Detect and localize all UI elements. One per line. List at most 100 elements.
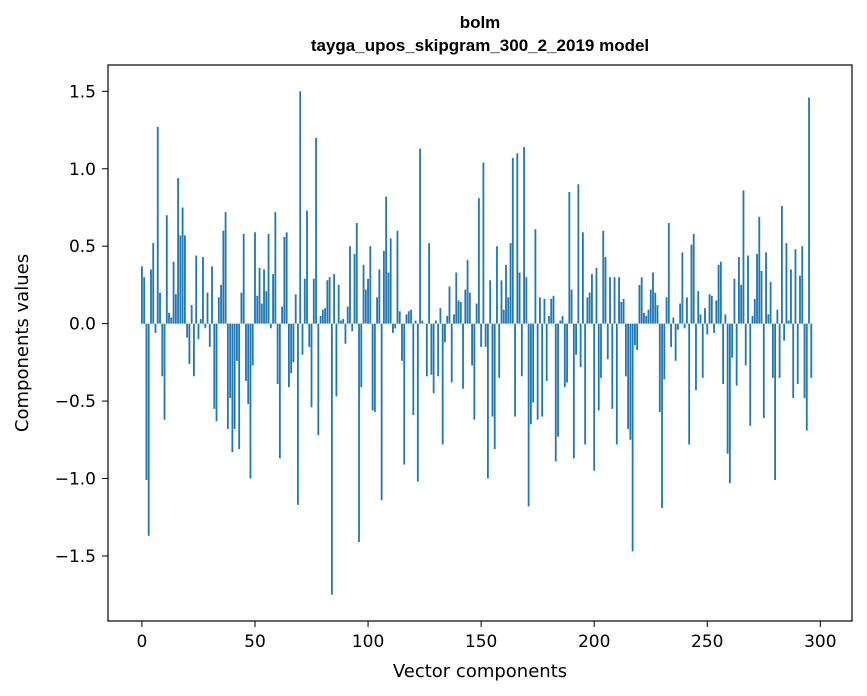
bar-75 [310, 323, 313, 408]
bar-66 [290, 323, 293, 374]
bar-261 [731, 323, 734, 358]
bar-147 [473, 323, 476, 420]
bar-182 [552, 295, 555, 324]
bar-23 [193, 323, 195, 377]
bar-216 [629, 323, 632, 440]
bar-18 [181, 207, 184, 324]
bar-33 [215, 323, 218, 422]
bar-42 [236, 323, 238, 361]
bar-238 [679, 303, 682, 324]
bar-22 [190, 305, 193, 324]
y-tick-label: 0.0 [69, 315, 96, 335]
bar-115 [401, 323, 403, 361]
bar-14 [172, 261, 175, 324]
bar-296 [810, 323, 813, 378]
bar-99 [364, 289, 367, 324]
bar-264 [738, 257, 740, 324]
bar-30 [208, 323, 211, 347]
bar-204 [602, 230, 605, 324]
bar-39 [229, 323, 232, 398]
bar-215 [627, 323, 630, 429]
bar-123 [419, 148, 421, 324]
bar-196 [584, 323, 587, 445]
bar-224 [647, 309, 650, 324]
bar-167 [518, 272, 521, 324]
bar-72 [303, 278, 306, 324]
bar-198 [588, 292, 591, 324]
bar-102 [371, 323, 374, 411]
bar-195 [581, 232, 584, 324]
bar-228 [656, 305, 659, 324]
bar-243 [690, 244, 693, 324]
bar-26 [199, 318, 202, 324]
bar-53 [260, 303, 263, 324]
bar-159 [500, 280, 503, 324]
bar-257 [722, 323, 725, 385]
bar-12 [168, 312, 170, 324]
bar-97 [360, 323, 363, 388]
bar-188 [566, 323, 568, 383]
bar-218 [634, 323, 636, 346]
bar-174 [534, 229, 537, 324]
bar-152 [484, 323, 487, 347]
bar-64 [285, 232, 288, 324]
y-tick-label: −1.5 [55, 547, 96, 567]
bar-120 [412, 323, 415, 416]
bar-220 [638, 284, 641, 324]
bar-68 [294, 294, 297, 324]
bar-219 [636, 323, 639, 350]
bar-197 [586, 297, 589, 324]
bar-122 [416, 323, 419, 482]
bar-211 [618, 277, 620, 324]
bar-177 [541, 323, 544, 417]
bar-221 [640, 277, 643, 324]
bar-146 [471, 323, 473, 366]
bar-281 [776, 309, 779, 324]
bar-62 [281, 306, 284, 324]
bar-37 [224, 212, 227, 324]
bar-253 [713, 323, 715, 333]
bar-36 [222, 230, 225, 324]
bar-2 [145, 323, 148, 481]
bar-156 [493, 323, 496, 450]
bar-7 [156, 126, 159, 324]
bar-127 [428, 243, 431, 324]
bar-259 [726, 323, 729, 454]
bar-60 [276, 323, 279, 385]
bar-112 [394, 323, 397, 329]
bar-165 [514, 323, 516, 417]
bar-184 [557, 323, 559, 437]
bar-134 [444, 323, 446, 343]
bar-239 [681, 252, 684, 324]
bar-81 [324, 308, 326, 324]
bar-200 [593, 323, 596, 471]
bar-293 [803, 323, 806, 398]
y-tick-label: 0.5 [69, 237, 96, 257]
chart-subtitle: tayga_upos_skipgram_300_2_2019 model [311, 36, 649, 55]
bar-251 [708, 294, 711, 324]
bar-206 [606, 323, 609, 360]
bar-106 [380, 323, 383, 501]
bar-187 [563, 323, 566, 388]
bar-25 [197, 323, 200, 340]
bar-230 [661, 323, 663, 508]
bar-231 [663, 323, 666, 380]
bar-117 [405, 314, 408, 324]
bar-266 [742, 190, 745, 324]
bar-285 [785, 243, 788, 324]
y-axis-ticks: 1.5 1.0 0.5 0.0 −0.5 −1.0 −1.5 [55, 82, 108, 567]
bar-256 [719, 261, 722, 324]
bar-3 [147, 323, 150, 536]
bar-79 [319, 315, 322, 324]
bar-275 [762, 323, 765, 419]
bar-111 [392, 323, 394, 333]
bar-49 [251, 323, 254, 366]
bar-114 [398, 311, 401, 324]
bar-209 [613, 277, 616, 324]
chart-title: bolm [460, 13, 501, 32]
bar-179 [545, 323, 548, 381]
bar-92 [349, 246, 351, 324]
bar-168 [520, 323, 523, 377]
bar-44 [240, 292, 243, 324]
